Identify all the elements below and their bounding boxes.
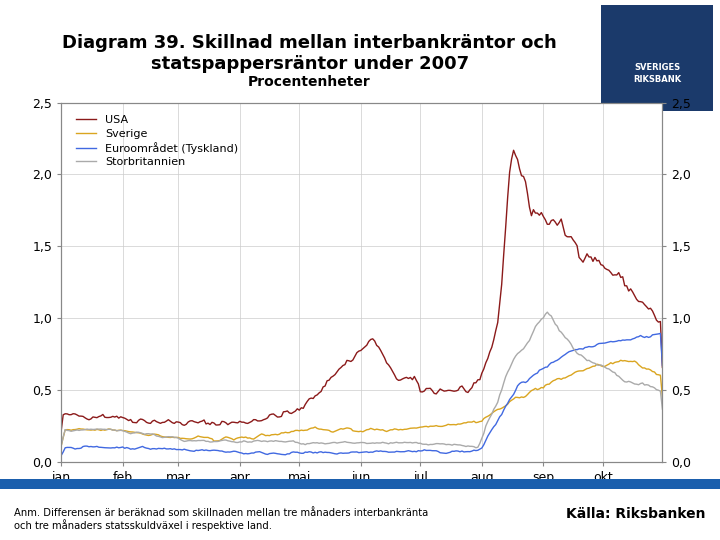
Euroområdet (Tyskland) <box>658 362 667 369</box>
Storbritannien <box>472 444 480 451</box>
Line: Storbritannien: Storbritannien <box>61 312 662 448</box>
Euroområdet (Tyskland) <box>57 452 66 458</box>
Text: Procentenheter: Procentenheter <box>248 75 371 89</box>
USA <box>194 420 202 426</box>
Euroområdet (Tyskland) <box>492 421 500 428</box>
Euroområdet (Tyskland) <box>194 447 202 454</box>
USA <box>571 239 580 246</box>
USA <box>519 173 528 180</box>
Text: Källa: Riksbanken: Källa: Riksbanken <box>566 507 706 521</box>
Sverige <box>269 431 278 438</box>
Storbritannien <box>269 438 278 444</box>
Storbritannien <box>519 346 528 352</box>
Storbritannien <box>543 309 552 315</box>
Storbritannien <box>573 350 582 356</box>
Storbritannien <box>114 427 123 434</box>
Sverige <box>492 407 500 414</box>
Euroområdet (Tyskland) <box>517 379 526 386</box>
Text: Diagram 39. Skillnad mellan interbankräntor och: Diagram 39. Skillnad mellan interbankrän… <box>62 34 557 52</box>
Sverige <box>57 443 66 449</box>
Text: statspappersräntor under 2007: statspappersräntor under 2007 <box>150 55 469 73</box>
USA <box>269 411 278 417</box>
Storbritannien <box>194 437 202 444</box>
Text: SVERIGES
RIKSBANK: SVERIGES RIKSBANK <box>633 63 681 84</box>
Text: och tre månaders statsskuldväxel i respektive land.: och tre månaders statsskuldväxel i respe… <box>14 519 272 531</box>
USA <box>509 147 518 153</box>
Legend: USA, Sverige, Euroområdet (Tyskland), Storbritannien: USA, Sverige, Euroområdet (Tyskland), St… <box>71 110 243 173</box>
USA <box>57 428 66 434</box>
Line: Euroområdet (Tyskland): Euroområdet (Tyskland) <box>61 333 662 455</box>
Sverige <box>569 370 577 377</box>
Storbritannien <box>493 399 502 406</box>
Sverige <box>517 394 526 400</box>
USA <box>658 364 667 370</box>
Line: USA: USA <box>61 150 662 431</box>
Sverige <box>658 394 667 400</box>
USA <box>114 415 123 421</box>
USA <box>492 327 500 334</box>
Sverige <box>194 433 202 439</box>
Text: Anm. Differensen är beräknad som skillnaden mellan tre månaders interbankränta: Anm. Differensen är beräknad som skillna… <box>14 508 428 518</box>
Storbritannien <box>57 442 66 449</box>
Sverige <box>114 427 123 434</box>
Sverige <box>616 357 625 363</box>
Euroområdet (Tyskland) <box>114 444 123 451</box>
Euroområdet (Tyskland) <box>656 330 665 336</box>
Line: Sverige: Sverige <box>61 360 662 446</box>
Euroområdet (Tyskland) <box>569 347 577 354</box>
Euroområdet (Tyskland) <box>269 450 278 456</box>
Storbritannien <box>658 406 667 413</box>
